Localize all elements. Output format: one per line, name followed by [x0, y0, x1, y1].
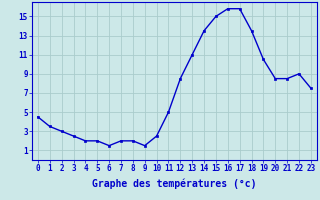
- X-axis label: Graphe des températures (°c): Graphe des températures (°c): [92, 179, 257, 189]
